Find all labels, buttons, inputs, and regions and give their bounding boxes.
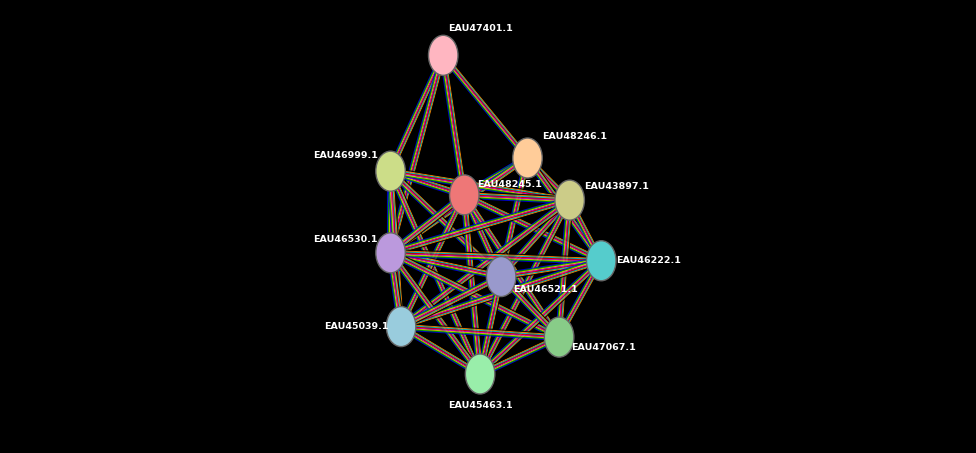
Text: EAU46521.1: EAU46521.1 — [513, 285, 579, 294]
Ellipse shape — [545, 317, 574, 357]
Text: EAU47401.1: EAU47401.1 — [448, 24, 512, 34]
Text: EAU45039.1: EAU45039.1 — [324, 322, 388, 331]
Ellipse shape — [555, 180, 585, 220]
Text: EAU46222.1: EAU46222.1 — [616, 256, 681, 265]
Ellipse shape — [428, 35, 458, 75]
Text: EAU43897.1: EAU43897.1 — [585, 183, 649, 192]
Ellipse shape — [450, 175, 479, 215]
Ellipse shape — [512, 138, 543, 178]
Text: EAU46999.1: EAU46999.1 — [313, 151, 379, 160]
Ellipse shape — [486, 256, 516, 297]
Ellipse shape — [466, 354, 495, 394]
Text: EAU46530.1: EAU46530.1 — [313, 235, 378, 244]
Text: EAU48245.1: EAU48245.1 — [476, 180, 542, 189]
Ellipse shape — [376, 233, 405, 273]
Ellipse shape — [376, 151, 405, 191]
Ellipse shape — [386, 307, 416, 347]
Text: EAU45463.1: EAU45463.1 — [448, 401, 512, 410]
Text: EAU48246.1: EAU48246.1 — [543, 132, 607, 141]
Ellipse shape — [587, 241, 616, 281]
Text: EAU47067.1: EAU47067.1 — [572, 343, 636, 352]
